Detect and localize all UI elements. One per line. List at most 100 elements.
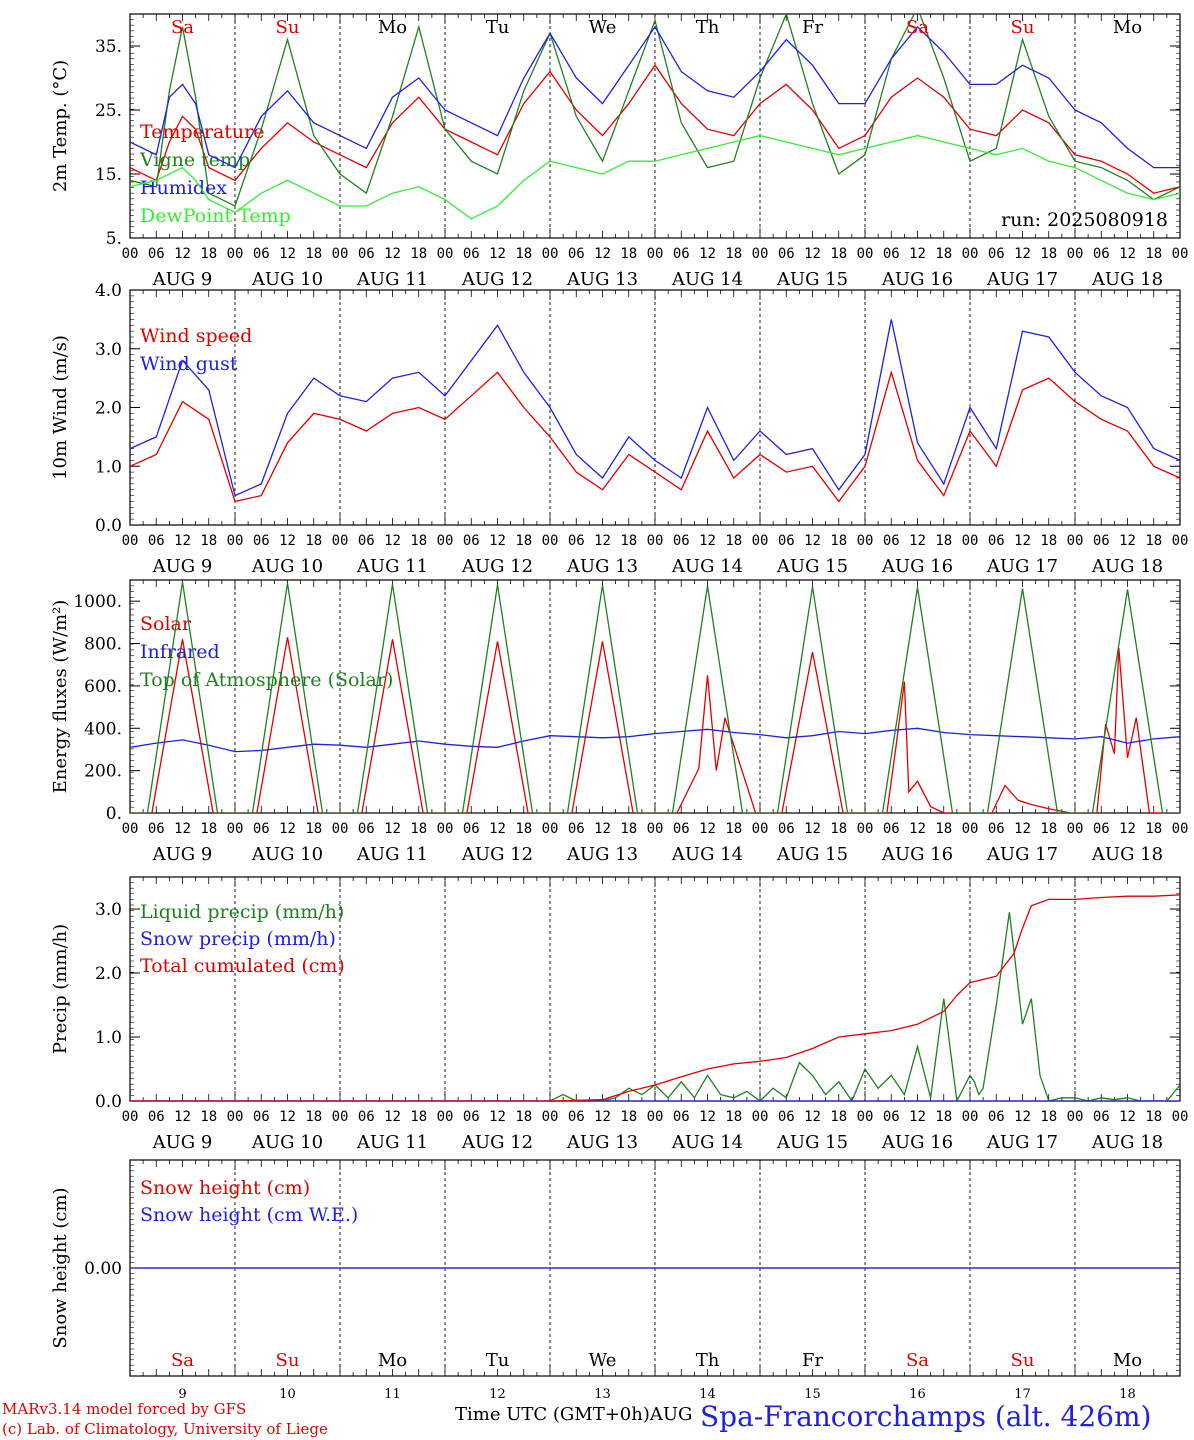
panel-3-hour-label: 06 (1093, 1109, 1110, 1125)
panel-3-date-label: AUG 18 (1091, 1132, 1163, 1153)
panel-2-hour-label: 00 (647, 821, 664, 837)
bottom-weekday-label: Su (1011, 1350, 1035, 1371)
panel-0-date-label: AUG 10 (251, 269, 323, 290)
panel-2-hour-label: 06 (253, 821, 270, 837)
panel-3-date-label: AUG 9 (152, 1132, 213, 1153)
panel-3-hour-label: 18 (830, 1109, 847, 1125)
panel-1-hour-label: 12 (1119, 533, 1136, 549)
panel-1-hour-label: 00 (1067, 533, 1084, 549)
panel-4-legend-entry-0: Snow height (cm) (140, 1177, 310, 1199)
weekday-label: Mo (1113, 17, 1142, 38)
panel-1-hour-label: 12 (489, 533, 506, 549)
panel-2-hour-label: 12 (909, 821, 926, 837)
panel-2-hour-label: 12 (804, 821, 821, 837)
panel-3-hour-label: 06 (253, 1109, 270, 1125)
panel-2-hour-label: 18 (200, 821, 217, 837)
panel-2-date-label: AUG 11 (356, 844, 428, 865)
weekday-label: We (589, 17, 617, 38)
panel-1-hour-label: 06 (358, 533, 375, 549)
panel-2-hour-label: 12 (174, 821, 191, 837)
panel-3-hour-label: 00 (227, 1109, 244, 1125)
panel-1-hour-label: 12 (909, 533, 926, 549)
panel-1-date-label: AUG 15 (776, 556, 848, 577)
panel-2-date-label: AUG 15 (776, 844, 848, 865)
panel-3-hour-label: 18 (1040, 1109, 1057, 1125)
panel-2-hour-label: 12 (1119, 821, 1136, 837)
panel-0-hour-label: 06 (988, 246, 1005, 262)
panel-3-hour-label: 00 (332, 1109, 349, 1125)
weekday-label: Su (1011, 17, 1035, 38)
panel-0-series-0-line (130, 64, 1180, 194)
weekday-label: Sa (171, 17, 194, 38)
panel-0-hour-label: 00 (542, 246, 559, 262)
panel-3-hour-label: 18 (620, 1109, 637, 1125)
panel-3-hour-label: 12 (699, 1109, 716, 1125)
panel-0-hour-label: 06 (358, 246, 375, 262)
panel-1-hour-label: 06 (253, 533, 270, 549)
panel-2-hour-label: 06 (148, 821, 165, 837)
bottom-weekday-label: Fr (802, 1350, 823, 1371)
panel-1-hour-label: 12 (699, 533, 716, 549)
panel-2-hour-label: 12 (1014, 821, 1031, 837)
panel-0-hour-label: 18 (725, 246, 742, 262)
panel-1-hour-label: 00 (437, 533, 454, 549)
panel-0-date-label: AUG 15 (776, 269, 848, 290)
panel-3-hour-label: 06 (988, 1109, 1005, 1125)
panel-3-hour-label: 18 (725, 1109, 742, 1125)
panel-2-date-label: AUG 10 (251, 844, 323, 865)
panel-0-hour-label: 12 (279, 246, 296, 262)
panel-2-hour-label: 06 (463, 821, 480, 837)
panel-3-hour-label: 06 (463, 1109, 480, 1125)
panel-3-hour-label: 12 (1014, 1109, 1031, 1125)
panel-2-hour-label: 18 (305, 821, 322, 837)
panel-3-date-label: AUG 10 (251, 1132, 323, 1153)
panel-1-series-1-line (130, 319, 1180, 497)
weekday-label: Th (696, 17, 720, 38)
panel-0-hour-label: 06 (253, 246, 270, 262)
panel-0-legend-entry-1: Vigne temp (139, 149, 250, 171)
panel-2-date-label: AUG 9 (152, 844, 213, 865)
panel-2-y-tick-label: 0. (106, 804, 122, 824)
bottom-weekday-label: Mo (1113, 1350, 1142, 1371)
panel-3-date-label: AUG 16 (881, 1132, 953, 1153)
panel-2-hour-label: 18 (410, 821, 427, 837)
footer-credit-line: (c) Lab. of Climatology, University of L… (2, 1420, 328, 1438)
panel-0-hour-label: 00 (752, 246, 769, 262)
panel-2-hour-label: 00 (1067, 821, 1084, 837)
panel-3-hour-label: 12 (489, 1109, 506, 1125)
panel-3-y-tick-label: 3.0 (95, 900, 122, 920)
panel-1-hour-label: 18 (515, 533, 532, 549)
panel-0-hour-label: 00 (437, 246, 454, 262)
panel-3-hour-label: 06 (883, 1109, 900, 1125)
panel-1-date-label: AUG 9 (152, 556, 213, 577)
panel-3-hour-label: 18 (410, 1109, 427, 1125)
panel-0-hour-label: 12 (384, 246, 401, 262)
panel-3-hour-label-final: 00 (1172, 1109, 1189, 1125)
bottom-weekday-label: Sa (906, 1350, 929, 1371)
panel-1-date-label: AUG 17 (986, 556, 1058, 577)
panel-2-hour-label: 06 (673, 821, 690, 837)
panel-0-hour-label: 00 (962, 246, 979, 262)
panel-3-hour-label: 12 (804, 1109, 821, 1125)
panel-2-hour-label: 18 (1040, 821, 1057, 837)
panel-2-hour-label: 12 (279, 821, 296, 837)
panel-1-hour-label: 06 (568, 533, 585, 549)
panel-1-hour-label: 06 (778, 533, 795, 549)
panel-0-hour-label: 06 (463, 246, 480, 262)
panel-3-series-2-line (130, 894, 1180, 1101)
weekday-label: Mo (378, 17, 407, 38)
panel-3-hour-label: 06 (778, 1109, 795, 1125)
panel-2-y-tick-label: 800. (84, 635, 122, 655)
panel-0-date-label: AUG 18 (1091, 269, 1163, 290)
panel-1-y-tick-label: 4.0 (95, 281, 122, 301)
panel-1-legend-entry-1: Wind gust (140, 353, 238, 375)
panel-3-hour-label: 00 (962, 1109, 979, 1125)
panel-3-hour-label: 18 (515, 1109, 532, 1125)
panel-1-date-label: AUG 12 (461, 556, 533, 577)
panel-2-hour-label: 18 (1145, 821, 1162, 837)
panel-3-hour-label: 06 (568, 1109, 585, 1125)
panel-2-date-label: AUG 13 (566, 844, 638, 865)
bottom-weekday-label: Mo (378, 1350, 407, 1371)
panel-2-legend-entry-0: Solar (140, 613, 192, 635)
